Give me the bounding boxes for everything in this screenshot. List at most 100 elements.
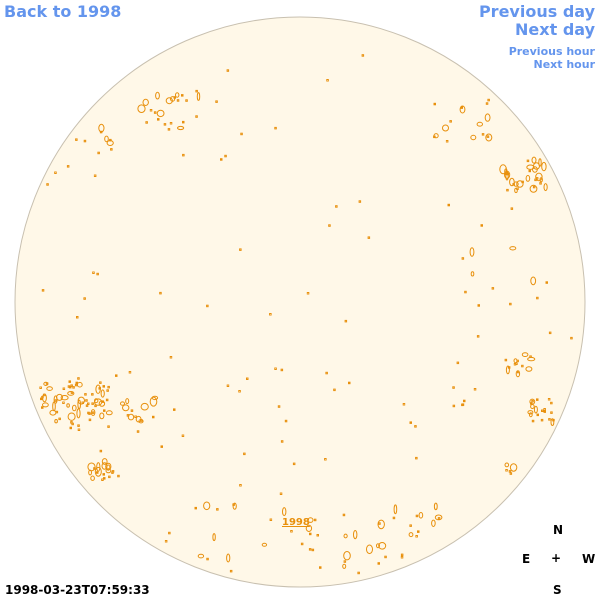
contour-feature [536, 296, 539, 300]
contour-feature [464, 290, 467, 294]
contour-feature [39, 386, 42, 389]
compass-north: N [553, 523, 564, 537]
back-to-year-link[interactable]: Back to 1998 [4, 2, 122, 21]
contour-feature [533, 405, 538, 414]
contour-feature [529, 184, 538, 193]
contour-feature [85, 399, 88, 402]
next-day-link[interactable]: Next day [515, 20, 595, 39]
contour-feature [521, 364, 524, 368]
contour-feature [508, 470, 512, 473]
previous-hour-link[interactable]: Previous hour [508, 45, 595, 58]
contour-feature [353, 530, 358, 540]
contour-feature [540, 418, 544, 422]
next-hour-link[interactable]: Next hour [533, 58, 596, 71]
contour-feature [491, 287, 495, 290]
contour-feature [392, 516, 396, 520]
contour-feature [173, 408, 176, 411]
contour-feature [100, 389, 105, 398]
contour-feature [463, 399, 466, 403]
contour-feature [239, 484, 242, 487]
contour-feature [507, 366, 511, 369]
contour-feature [130, 409, 134, 412]
contour-feature [99, 130, 103, 134]
contour-feature [343, 533, 348, 539]
contour-feature [92, 271, 95, 274]
contour-feature [91, 393, 94, 396]
contour-feature [105, 468, 112, 474]
contour-feature [77, 377, 80, 380]
contour-feature [541, 161, 547, 172]
contour-feature [476, 335, 480, 338]
contour-feature [99, 381, 102, 384]
contour-feature [531, 399, 534, 403]
contour-feature [96, 462, 101, 472]
contour-feature [197, 553, 205, 559]
contour-feature [68, 380, 71, 383]
contour-feature [434, 514, 443, 521]
contour-feature [459, 105, 466, 114]
contour-feature [87, 402, 90, 405]
contour-feature [284, 419, 288, 423]
contour-feature [539, 182, 542, 185]
previous-day-link[interactable]: Previous day [478, 2, 595, 21]
contour-feature [167, 128, 171, 131]
contour-feature [400, 556, 404, 559]
contour-feature [292, 462, 296, 466]
contour-feature [60, 395, 69, 401]
contour-feature [402, 403, 406, 406]
contour-feature [313, 518, 317, 522]
contour-feature [185, 99, 188, 102]
contour-feature [269, 518, 273, 521]
contour-feature [43, 381, 49, 386]
contour-feature [151, 395, 159, 401]
contour-feature [333, 388, 336, 392]
contour-feature [530, 402, 533, 405]
contour-feature [46, 183, 49, 186]
contour-feature [536, 413, 539, 417]
contour-feature [137, 104, 146, 113]
contour-feature [226, 384, 230, 387]
contour-feature [115, 374, 118, 377]
compass-west: W [582, 552, 596, 566]
contour-feature [66, 165, 70, 168]
contour-feature [101, 462, 108, 470]
contour-feature [145, 121, 148, 124]
contour-feature [62, 401, 65, 404]
contour-feature [107, 385, 110, 389]
contour-feature [342, 563, 347, 569]
contour-feature [155, 91, 160, 100]
contour-feature [536, 398, 539, 401]
contour-feature [377, 519, 385, 530]
contour-feature [206, 557, 209, 561]
contour-feature [93, 174, 97, 177]
contour-feature [56, 393, 63, 401]
contour-feature [240, 132, 243, 136]
compass-east: E [522, 552, 531, 566]
contour-feature [238, 390, 241, 393]
contour-feature [239, 248, 242, 251]
contour-feature [181, 94, 184, 97]
contour-feature [509, 177, 515, 187]
year-link[interactable]: 1998 [282, 517, 310, 528]
contour-feature [194, 506, 197, 510]
compass-center: + [551, 551, 562, 565]
contour-feature [484, 113, 491, 122]
contour-feature [102, 473, 105, 476]
contour-feature [55, 410, 59, 414]
contour-feature [203, 501, 211, 511]
contour-feature [414, 425, 417, 428]
contour-feature [99, 449, 103, 453]
contour-feature [95, 384, 101, 394]
contour-feature [105, 398, 109, 402]
contour-feature [110, 148, 113, 151]
contour-feature [319, 566, 322, 569]
contour-feature [84, 393, 87, 396]
contour-feature [94, 404, 97, 408]
contour-feature [335, 205, 338, 208]
contour-feature [243, 452, 246, 456]
contour-feature [530, 276, 537, 286]
contour-feature [125, 398, 130, 405]
contour-feature [91, 402, 94, 405]
contour-feature [384, 555, 387, 559]
